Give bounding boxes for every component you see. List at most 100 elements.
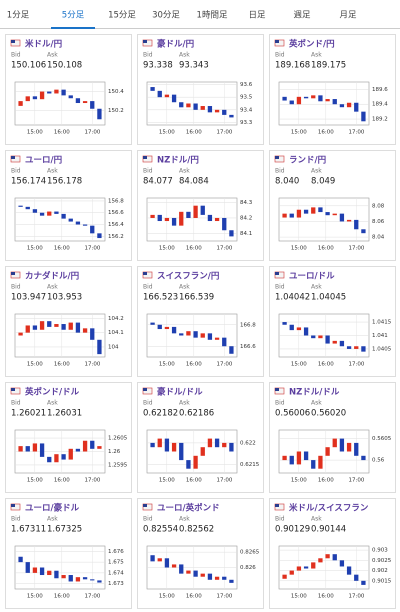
bid-label: Bid: [143, 52, 153, 59]
candle: [61, 324, 66, 330]
y-tick-label: 84.2: [240, 215, 252, 221]
plot-area: [146, 429, 238, 474]
y-tick-label: 0.826: [240, 565, 256, 571]
tab[interactable]: 月足: [339, 11, 357, 21]
flag: [11, 272, 15, 275]
pair-title[interactable]: ユーロ/豪ドル: [25, 503, 80, 514]
y-tick-label: 8.08: [372, 203, 385, 209]
tab[interactable]: 週足: [293, 11, 311, 21]
candle: [361, 346, 366, 352]
time-label: 15:00: [291, 130, 307, 136]
plot-area: [146, 81, 238, 126]
pair-title[interactable]: 米ドル/円: [25, 39, 62, 50]
candle: [214, 217, 220, 222]
bid-label: Bid: [11, 516, 21, 523]
y-tick-label: 189.4: [372, 102, 388, 108]
candle: [75, 221, 81, 225]
pair-title[interactable]: 英ポンド/円: [288, 39, 335, 50]
candle: [90, 328, 95, 340]
tab[interactable]: 30分足: [152, 11, 180, 21]
tab[interactable]: 5分足: [62, 11, 85, 21]
pair-title[interactable]: NZドル/円: [157, 156, 199, 166]
candle: [229, 442, 234, 452]
tab[interactable]: 1分足: [7, 11, 30, 21]
ask-label: Ask: [311, 400, 322, 407]
candle: [325, 335, 330, 344]
candle: [25, 446, 30, 452]
candle: [229, 579, 234, 583]
candle: [97, 233, 102, 239]
y-tick-label: 0.6215: [240, 462, 260, 468]
bid-label: Bid: [11, 52, 21, 59]
candle: [332, 438, 337, 448]
candle: [186, 331, 191, 336]
pair-title[interactable]: ランド/円: [289, 156, 326, 166]
time-label: 17:00: [216, 478, 232, 484]
candle: [207, 573, 213, 580]
candle: [47, 321, 52, 327]
pair-title[interactable]: ユーロ/ドル: [289, 272, 335, 282]
candle: [18, 205, 23, 207]
y-tick-label: 1.0405: [372, 346, 392, 352]
flag: [143, 504, 147, 507]
candle: [303, 327, 309, 336]
candle: [361, 111, 366, 122]
bid: 1.67311: [11, 525, 46, 535]
candle: [318, 558, 323, 563]
pair-title[interactable]: カナダドル/円: [25, 271, 79, 282]
candle: [296, 566, 302, 571]
bid: 156.174: [11, 177, 46, 187]
candle: [171, 94, 177, 103]
ask: 156.178: [47, 177, 82, 187]
tab[interactable]: 15分足: [108, 11, 136, 21]
candle: [97, 446, 102, 449]
candle: [54, 570, 59, 579]
candle: [303, 209, 309, 214]
candle: [289, 100, 294, 105]
candle: [179, 333, 184, 336]
pair-title[interactable]: 英ポンド/ドル: [24, 387, 80, 398]
candle: [207, 333, 213, 340]
candle: [282, 213, 287, 218]
pair-title[interactable]: 豪ドル/ドル: [157, 387, 203, 398]
candle: [164, 94, 170, 98]
pair-title[interactable]: NZドル/ドル: [289, 388, 340, 398]
y-tick-label: 1.674: [108, 570, 124, 576]
time-label: 16:00: [186, 246, 202, 252]
candle: [25, 96, 30, 102]
candle: [200, 205, 205, 215]
candle: [157, 90, 162, 98]
bid: 1.26021: [11, 409, 46, 419]
flag: [275, 504, 279, 507]
y-tick-label: 0.9025: [372, 558, 392, 564]
candle: [193, 570, 198, 577]
candle: [339, 438, 345, 452]
time-label: 17:00: [216, 130, 232, 136]
tab[interactable]: 1時間足: [197, 11, 228, 21]
candle: [32, 96, 38, 100]
candle: [97, 580, 102, 583]
candle: [150, 214, 155, 218]
ask: 150.108: [47, 61, 82, 71]
pair-title[interactable]: 米ドル/スイスフラン: [289, 503, 369, 514]
pair-title[interactable]: スイスフラン/円: [157, 272, 219, 282]
pair-title[interactable]: ユーロ/英ポンド: [157, 503, 220, 514]
pair-title[interactable]: ユーロ/円: [25, 156, 62, 166]
plot-area: [14, 197, 106, 242]
candle: [68, 322, 73, 330]
plot-area: [14, 545, 106, 590]
candle: [75, 322, 81, 333]
flag: [275, 388, 279, 391]
ask-label: Ask: [179, 168, 190, 175]
candle: [39, 212, 45, 216]
ask: 1.26031: [47, 409, 82, 419]
y-tick-label: 84.3: [240, 200, 253, 206]
candle: [90, 101, 95, 109]
candle: [82, 101, 88, 104]
pair-title[interactable]: 豪ドル/円: [157, 39, 194, 50]
candle: [325, 212, 330, 216]
tab[interactable]: 日足: [248, 11, 266, 21]
time-label: 17:00: [348, 130, 364, 136]
candle: [171, 326, 177, 334]
time-label: 17:00: [216, 246, 232, 252]
